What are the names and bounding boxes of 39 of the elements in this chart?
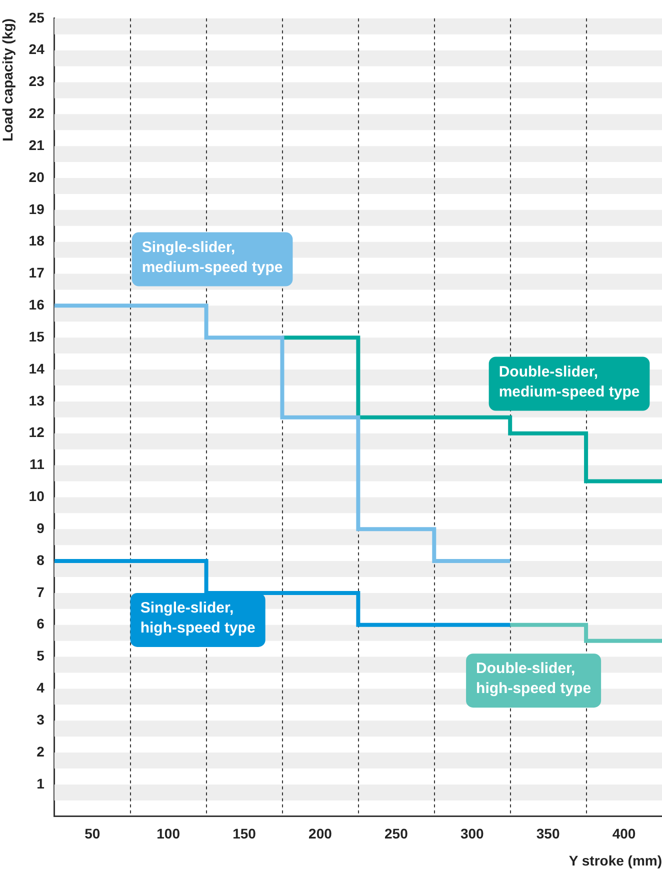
y-tick-label: 1 [36,775,45,792]
x-tick-label: 250 [384,826,408,842]
y-tick-label: 9 [36,520,45,536]
y-tick-label: 17 [28,264,45,281]
y-tick-label: 11 [30,456,45,472]
y-tick-label: 18 [28,232,45,249]
y-tick-label: 25 [28,9,45,26]
series-label: Double-slider, high-speed type [476,660,592,698]
y-tick-label: 8 [36,552,45,568]
y-tick-label: 20 [28,168,45,185]
y-tick-label: 22 [28,105,45,122]
y-tick-label: 19 [28,200,45,217]
y-tick-label: 14 [28,360,45,376]
y-tick-label: 24 [28,41,45,58]
x-axis-title: Y stroke (mm) [568,852,662,868]
y-tick-label: 6 [36,616,45,632]
y-tick-label: 15 [28,328,45,344]
x-tick-label: 350 [536,826,560,842]
y-tick-label: 5 [36,648,45,664]
y-tick-label: 7 [36,584,45,600]
y-tick-label: 4 [36,680,45,696]
y-axis-title: Load capacity (kg) [0,18,16,142]
x-tick-label: 200 [308,826,332,842]
series-label: Double-slider, medium-speed type [498,363,640,400]
y-tick-label: 23 [28,73,45,90]
y-tick-label: 10 [28,488,45,504]
y-tick-label: 13 [28,392,45,408]
series-label: Single-slider, medium-speed type [142,238,283,276]
x-tick-label: 400 [612,826,636,842]
x-tick-label: 300 [460,826,484,842]
y-tick-label: 16 [28,296,45,313]
y-tick-label: 2 [36,743,45,760]
y-tick-label: 12 [28,424,45,440]
y-tick-label: 3 [36,712,45,728]
x-tick-label: 50 [84,826,100,842]
y-tick-label: 21 [28,136,45,153]
series-label: Single-slider, high-speed type [140,600,256,637]
x-tick-label: 100 [156,826,180,842]
x-tick-label: 150 [232,826,256,842]
